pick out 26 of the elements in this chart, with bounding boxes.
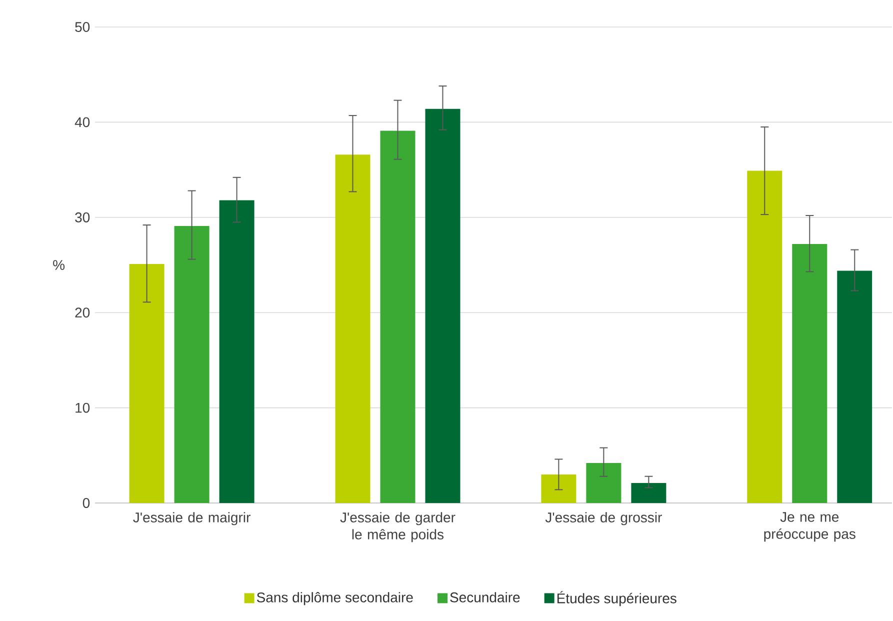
bar: [219, 200, 254, 503]
bar: [129, 264, 164, 503]
x-tick-label: J'essaie de maigrir: [133, 512, 250, 526]
y-tick-label: 30: [75, 212, 90, 222]
bar: [380, 130, 416, 503]
bar: [792, 244, 828, 503]
bar: [631, 483, 666, 503]
legend-label: Secundaire: [450, 592, 520, 602]
bar: [837, 270, 872, 503]
y-tick-label: 50: [75, 22, 90, 32]
y-tick-label: 40: [74, 117, 90, 128]
x-tick-label: Je ne me préoccupe pas: [764, 512, 856, 542]
y-tick-label: 10: [76, 402, 90, 413]
legend-label: Études supérieures: [557, 591, 676, 606]
bar: [586, 463, 622, 503]
y-tick-label: 20: [75, 308, 90, 318]
bar: [335, 154, 370, 503]
x-tick-label: J'essaie de garder le même poids: [340, 512, 456, 542]
y-axis-title: %: [53, 260, 65, 270]
bar: [541, 474, 576, 503]
bar: [747, 170, 782, 503]
bar: [174, 226, 210, 503]
x-tick-label: J'essaie de grossir: [545, 512, 662, 526]
y-tick-label: 0: [82, 498, 90, 508]
legend-label: Sans diplôme secondaire: [256, 592, 413, 606]
bar: [425, 108, 460, 503]
